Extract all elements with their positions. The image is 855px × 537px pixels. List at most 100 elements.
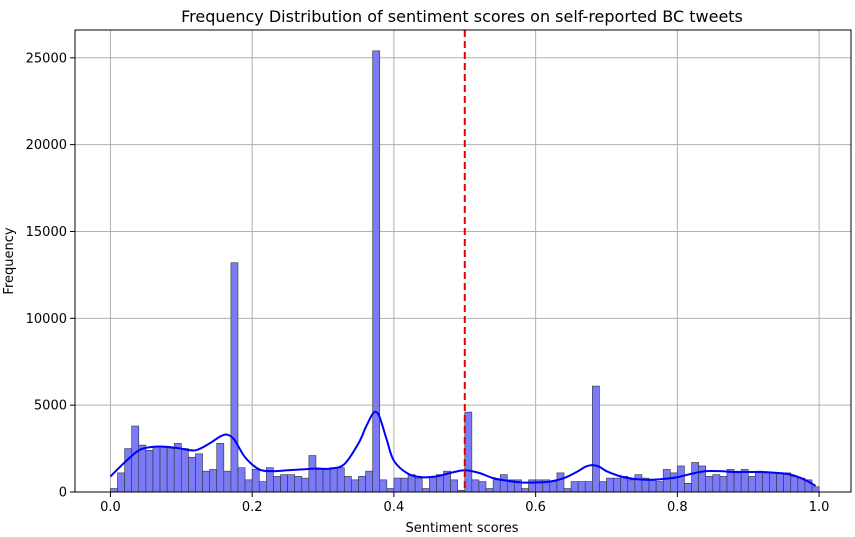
histogram-bar — [648, 479, 657, 493]
histogram-bar — [733, 470, 742, 493]
histogram-bar — [343, 476, 352, 493]
x-tick-label: 0.2 — [242, 500, 263, 515]
histogram-bar — [202, 470, 210, 493]
histogram-bar — [698, 465, 707, 493]
plot-frame — [74, 29, 852, 493]
histogram-bar — [372, 50, 381, 493]
x-tick-label: 1.0 — [809, 500, 830, 515]
histogram-bar — [273, 476, 281, 493]
histogram-bar — [677, 465, 685, 493]
histogram-bar — [712, 474, 721, 493]
histogram-bar — [351, 479, 359, 493]
histogram-bar — [166, 448, 175, 493]
histogram-bar — [393, 477, 402, 493]
histogram-bar — [386, 488, 395, 493]
x-axis-ticks: 0.0 0.2 0.4 0.6 0.8 1.0 — [100, 492, 829, 515]
x-tick-label: 0.8 — [667, 500, 688, 515]
histogram-bar — [223, 470, 232, 493]
histogram-bar — [634, 474, 643, 493]
histogram-bar — [499, 474, 508, 493]
histogram-bar — [613, 477, 621, 493]
histogram-bar — [244, 479, 253, 493]
histogram-bar — [181, 448, 189, 493]
histogram-bar — [421, 488, 430, 493]
histogram-bar — [790, 476, 799, 493]
histogram-bar — [747, 476, 756, 493]
y-tick-label: 20000 — [26, 138, 67, 153]
histogram-bar — [450, 479, 458, 493]
histogram-bar — [131, 425, 140, 493]
histogram-bar — [669, 472, 678, 493]
histogram-bar — [188, 456, 196, 493]
histogram-bar — [237, 467, 246, 493]
histogram-bar — [379, 479, 388, 493]
histogram-bar — [159, 446, 168, 493]
x-axis-title: Sentiment scores — [405, 521, 518, 536]
y-tick-label: 25000 — [26, 51, 67, 66]
chart-title: Frequency Distribution of sentiment scor… — [181, 7, 743, 26]
y-tick-label: 5000 — [34, 399, 67, 414]
histogram-bar — [110, 488, 118, 493]
histogram-bar — [577, 481, 586, 493]
y-tick-label: 15000 — [26, 225, 67, 240]
x-tick-label: 0.4 — [384, 500, 405, 515]
histogram-bar — [195, 453, 203, 493]
histogram-bar — [329, 467, 338, 493]
histogram-bar — [471, 479, 480, 493]
histogram-bar — [209, 469, 218, 493]
histogram-bar — [216, 443, 225, 493]
y-tick-label: 10000 — [26, 312, 67, 327]
histogram-bar — [308, 455, 317, 493]
x-tick-label: 0.6 — [525, 500, 546, 515]
histogram-bar — [117, 472, 125, 493]
histogram-bar — [811, 486, 820, 493]
histogram-bar — [599, 481, 607, 493]
kde-curve-layer — [109, 410, 817, 487]
histogram-bar — [606, 477, 614, 493]
histogram-bar — [705, 476, 714, 493]
histogram-bar — [485, 488, 494, 493]
histogram-bar — [563, 488, 572, 493]
histogram-bar — [592, 385, 600, 493]
histogram-bar — [478, 481, 487, 493]
histogram-bar — [258, 481, 267, 493]
histogram-bar — [783, 472, 792, 493]
histogram-bar — [414, 477, 423, 493]
histogram-bar — [755, 470, 763, 493]
histogram-bar — [549, 481, 558, 493]
histogram-bar — [365, 470, 373, 493]
histogram-bar — [315, 469, 324, 493]
histogram-bar — [407, 474, 416, 493]
histogram-bar — [684, 483, 692, 493]
histogram-bar — [556, 472, 565, 493]
histogram-bar — [280, 474, 288, 493]
histogram-bar — [138, 444, 147, 493]
histogram-bar — [719, 476, 728, 493]
histogram-bar — [294, 476, 303, 493]
histogram-bar — [358, 476, 366, 493]
histogram-bar — [655, 481, 664, 493]
histogram-bar — [584, 481, 593, 493]
histogram-bar — [124, 448, 132, 493]
y-tick-label: 0 — [59, 486, 67, 501]
y-axis-title: Frequency — [2, 227, 17, 294]
histogram-bar — [400, 477, 409, 493]
histogram-bar — [145, 450, 154, 493]
y-axis-ticks: 0 5000 10000 15000 20000 25000 — [26, 51, 75, 501]
histogram-bar — [464, 411, 473, 493]
histogram-bar — [769, 472, 777, 493]
histogram-bar — [570, 481, 579, 493]
histogram-bar — [691, 462, 699, 493]
histogram-bar — [436, 474, 444, 493]
histogram-bar — [322, 469, 331, 493]
histogram-bar — [251, 469, 260, 493]
histogram-bar — [287, 474, 295, 493]
histogram-bar — [627, 479, 636, 493]
histogram-bar — [662, 469, 671, 493]
histogram-bar — [301, 477, 310, 493]
x-tick-label: 0.0 — [100, 500, 121, 515]
histogram-bar — [429, 476, 437, 493]
histogram-bar — [521, 488, 529, 493]
histogram-bar — [492, 479, 501, 493]
